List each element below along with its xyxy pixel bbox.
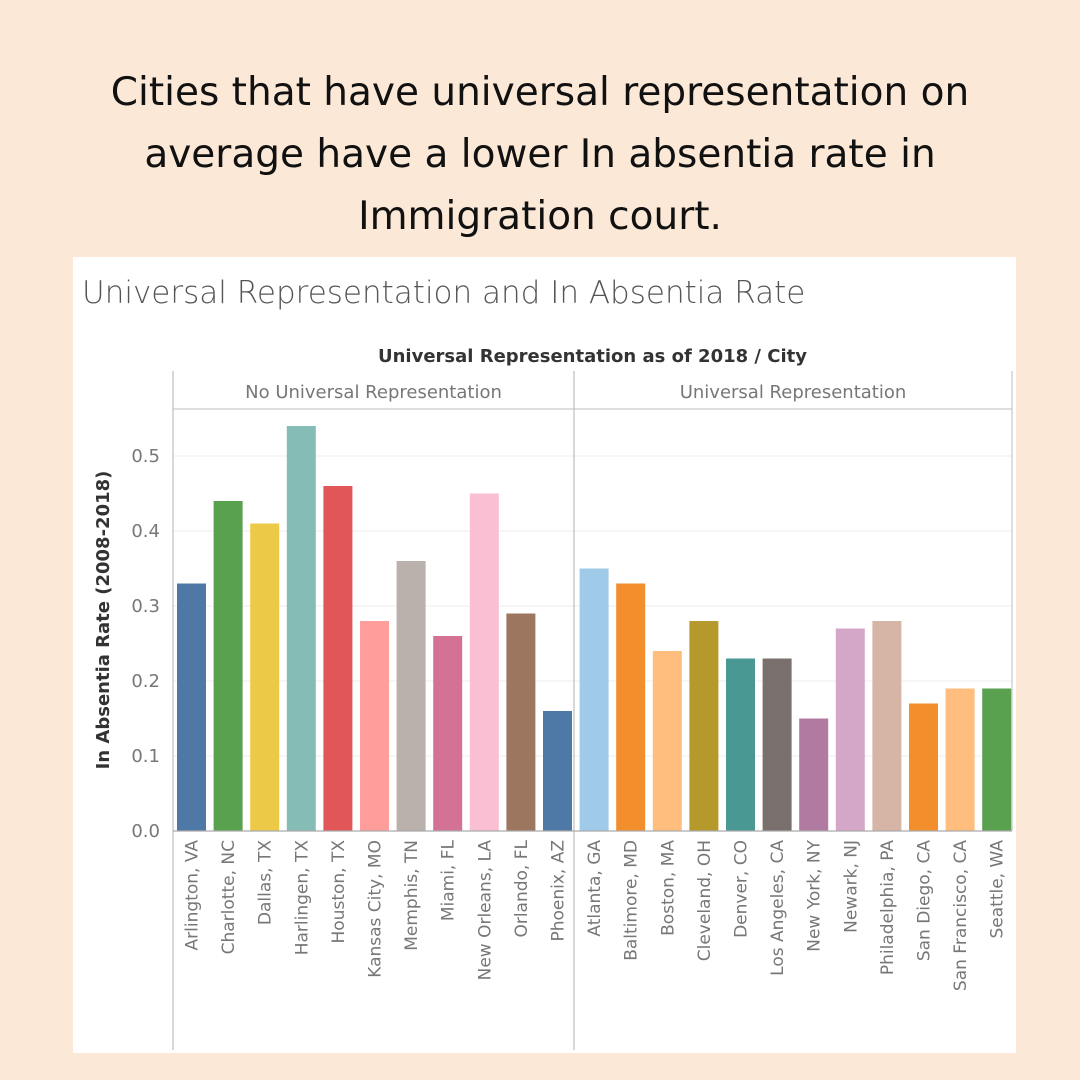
x-tick-label: Charlotte, NC [219, 840, 239, 954]
bar [469, 493, 499, 831]
bar [433, 636, 463, 831]
y-tick-label: 0.1 [131, 746, 160, 767]
bar [579, 568, 609, 831]
x-tick-label: New York, NY [805, 839, 825, 951]
x-tick-label: Harlingen, TX [292, 840, 312, 956]
bar [909, 703, 938, 831]
x-tick-label: Memphis, TN [402, 840, 422, 951]
x-tick-label: San Francisco, CA [951, 840, 971, 991]
headline-line-1: Cities that have universal representatio… [110, 70, 970, 115]
x-tick-label: Denver, CO [732, 840, 752, 938]
bar [982, 688, 1012, 831]
group-header-no-universal: No Universal Representation [245, 382, 502, 403]
y-tick-label: 0.4 [131, 521, 160, 542]
bar [250, 523, 280, 831]
y-axis-title: In Absentia Rate (2008-2018) [93, 471, 114, 770]
x-tick-label: Houston, TX [329, 840, 349, 944]
column-header: Universal Representation as of 2018 / Ci… [378, 346, 807, 367]
x-tick-label: Philadelphia, PA [878, 840, 898, 976]
bar [726, 658, 755, 831]
x-tick-label: Kansas City, MO [366, 840, 386, 978]
x-tick-label: Boston, MA [658, 840, 678, 936]
bar [689, 621, 719, 831]
bar [323, 486, 353, 831]
bar [286, 426, 316, 831]
bar [177, 583, 206, 831]
y-tick-label: 0.5 [131, 446, 160, 467]
y-tick-label: 0.3 [131, 596, 160, 617]
bar [835, 628, 865, 831]
bar [872, 621, 902, 831]
headline: Cities that have universal representatio… [60, 62, 1020, 248]
y-tick-label: 0.0 [131, 821, 160, 842]
x-tick-label: San Diego, CA [915, 840, 935, 962]
x-tick-label: Cleveland, OH [695, 840, 715, 961]
bar [762, 658, 792, 831]
headline-line-2: average have a lower In absentia rate in [144, 132, 936, 177]
bar [213, 501, 243, 831]
x-tick-label: Miami, FL [439, 839, 459, 921]
x-tick-label: Phoenix, AZ [549, 840, 569, 942]
bar [799, 718, 829, 831]
x-tick-label: Arlington, VA [183, 840, 203, 951]
bar [506, 613, 536, 831]
group-header-universal: Universal Representation [680, 382, 907, 403]
x-tick-label: Orlando, FL [512, 839, 532, 937]
bar [396, 561, 426, 831]
headline-line-3: Immigration court. [358, 194, 722, 239]
bar [543, 711, 572, 831]
x-tick-label: Los Angeles, CA [768, 840, 788, 976]
x-tick-label: Newark, NJ [841, 840, 861, 933]
bar [616, 583, 646, 831]
bar [360, 621, 389, 831]
chart-title: Universal Representation and In Absentia… [82, 275, 806, 311]
x-tick-label: Dallas, TX [256, 840, 276, 925]
bar [652, 651, 682, 831]
x-tick-label: Atlanta, GA [585, 840, 605, 937]
x-tick-label: New Orleans, LA [475, 840, 495, 981]
x-tick-label: Seattle, WA [988, 840, 1008, 939]
y-tick-label: 0.2 [131, 671, 160, 692]
bar [945, 688, 975, 831]
x-tick-label: Baltimore, MD [622, 840, 642, 961]
